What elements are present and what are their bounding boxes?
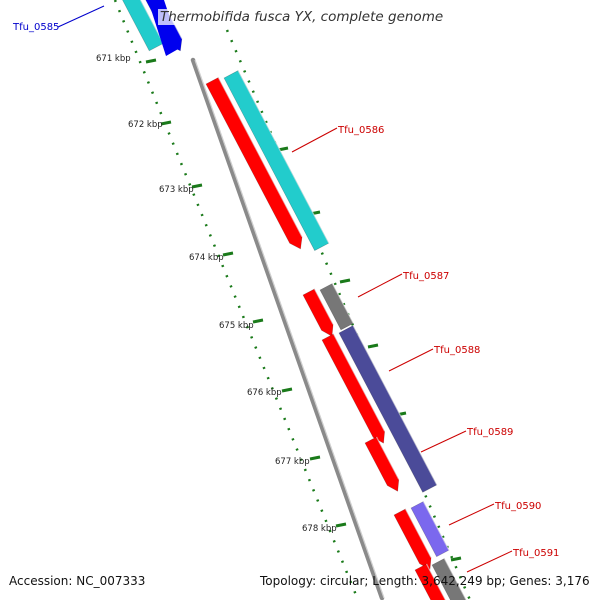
scale-tick-label: 678 kbp bbox=[302, 524, 337, 534]
scale-tick-label: 674 kbp bbox=[189, 253, 224, 263]
gene-tfu-0588-cds bbox=[321, 333, 385, 444]
gene-tfu-0586-gene-highlight bbox=[237, 70, 330, 244]
gene-tfu-0586-gene bbox=[223, 70, 330, 251]
scale-tick bbox=[335, 522, 347, 528]
genome-title: Thermobifida fusca YX, complete genome bbox=[158, 9, 446, 25]
gene-label-leader bbox=[291, 127, 338, 153]
backbone-line bbox=[190, 57, 385, 600]
scale-tick bbox=[339, 278, 351, 284]
gene-label-tfu-0586[interactable]: Tfu_0586 bbox=[337, 125, 384, 136]
gene-tfu-0587-cds-highlight bbox=[313, 288, 334, 325]
gene-tfu-0591-gene-highlight bbox=[443, 558, 467, 600]
gene-label-tfu-0590[interactable]: Tfu_0590 bbox=[494, 501, 541, 512]
accession-text: Accession: NC_007333 bbox=[9, 574, 146, 588]
gene-label-tfu-0591[interactable]: Tfu_0591 bbox=[512, 548, 559, 559]
scale-tick bbox=[252, 318, 264, 324]
scale-tick-label: 673 kbp bbox=[159, 185, 194, 195]
gene-label-tfu-0585[interactable]: Tfu_0585 bbox=[12, 22, 59, 33]
gene-label-tfu-0588[interactable]: Tfu_0588 bbox=[433, 345, 480, 356]
gene-tfu-0590-cds bbox=[393, 508, 432, 570]
gene-label-leader bbox=[57, 5, 105, 28]
gene-label-tfu-0589[interactable]: Tfu_0589 bbox=[466, 427, 513, 438]
gene-tfu-0590-cds-highlight bbox=[404, 508, 432, 558]
gene-label-leader bbox=[388, 348, 434, 372]
gene-label-leader bbox=[420, 430, 467, 453]
topology-text: Topology: circular; Length: 3,642,249 bp… bbox=[260, 574, 590, 588]
scale-tick-label: 672 kbp bbox=[128, 120, 163, 130]
gene-label-tfu-0587[interactable]: Tfu_0587 bbox=[402, 271, 449, 282]
gene-label-leader bbox=[357, 273, 403, 298]
scale-tick-label: 676 kbp bbox=[247, 388, 282, 398]
backbone-highlight bbox=[194, 59, 385, 599]
gene-tfu-0591-gene bbox=[431, 558, 467, 600]
scale-tick bbox=[367, 343, 379, 349]
gene-tfu-0585-cyan-highlight bbox=[139, 0, 164, 44]
scale-tick bbox=[281, 387, 293, 393]
gene-tfu-0591-cds bbox=[414, 563, 446, 600]
gene-tfu-0589-cds bbox=[364, 436, 400, 492]
gene-tfu-0587-cds bbox=[302, 288, 334, 337]
gene-tfu-0589-cds-highlight bbox=[375, 436, 400, 480]
scale-tick bbox=[145, 58, 157, 64]
scale-tick-label: 671 kbp bbox=[96, 54, 131, 64]
scale-tick bbox=[160, 120, 172, 126]
gene-label-leader bbox=[466, 550, 513, 573]
gene-tfu-0588-cds-highlight bbox=[332, 333, 386, 432]
scale-tick bbox=[450, 556, 462, 562]
gene-tfu-0585-blue-tail bbox=[148, 0, 180, 56]
gene-tfu-0591-cds-highlight bbox=[425, 563, 447, 600]
scale-tick-label: 677 kbp bbox=[275, 457, 310, 467]
scale-ruler-left bbox=[113, 0, 360, 600]
gene-tfu-0587-gene-highlight bbox=[331, 283, 354, 324]
scale-tick bbox=[191, 183, 203, 189]
scale-tick-label: 675 kbp bbox=[219, 321, 254, 331]
gene-label-leader bbox=[448, 503, 495, 526]
gene-tfu-0586-cds-highlight bbox=[217, 77, 303, 238]
gene-tfu-0586-cds bbox=[205, 77, 303, 250]
gene-tfu-0590-gene-highlight bbox=[422, 501, 450, 551]
scale-tick bbox=[309, 455, 321, 461]
gene-tfu-0588-gene-highlight bbox=[352, 325, 438, 486]
scale-tick bbox=[222, 251, 234, 257]
